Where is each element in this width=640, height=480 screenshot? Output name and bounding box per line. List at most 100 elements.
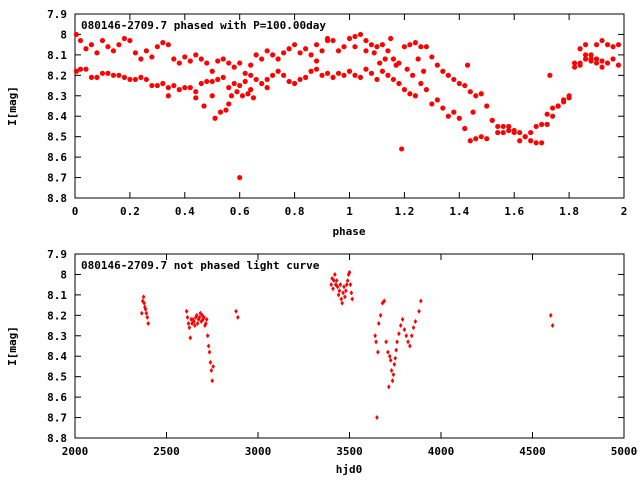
data-point: [470, 109, 476, 115]
x-tick-label: 0: [72, 205, 79, 218]
data-point: [194, 312, 199, 318]
y-tick-label: 8.4: [47, 110, 67, 123]
data-point: [582, 52, 589, 58]
data-point: [555, 103, 561, 109]
data-point: [245, 91, 251, 97]
data-point: [253, 52, 259, 58]
data-point: [264, 76, 270, 83]
data-point: [368, 70, 375, 76]
chart-title: 080146-2709.7 not phased light curve: [81, 259, 320, 272]
data-point: [413, 318, 418, 324]
data-point: [186, 321, 191, 327]
data-point: [319, 72, 325, 78]
data-point: [500, 129, 506, 136]
data-point: [259, 80, 265, 87]
data-point: [226, 85, 232, 91]
data-point: [99, 70, 106, 76]
data-point: [375, 415, 379, 421]
data-point: [467, 89, 473, 95]
data-point: [336, 292, 341, 298]
data-point: [201, 103, 207, 109]
data-point: [237, 82, 243, 89]
x-tick-label: 0.2: [120, 205, 140, 218]
data-point: [599, 64, 605, 70]
x-tick-label: 5000: [611, 445, 638, 458]
data-point: [610, 44, 616, 50]
y-tick-label: 8.7: [47, 412, 67, 425]
data-point: [363, 48, 369, 54]
data-point: [105, 70, 111, 76]
data-point: [187, 325, 192, 331]
data-point: [412, 40, 418, 46]
data-point: [193, 89, 199, 95]
data-point: [171, 56, 177, 62]
data-point: [182, 54, 188, 60]
data-point: [210, 378, 215, 384]
data-point: [571, 60, 578, 66]
data-point: [143, 306, 148, 312]
data-point: [400, 316, 405, 322]
data-point: [347, 269, 352, 275]
data-point: [192, 318, 196, 324]
data-point: [264, 48, 270, 54]
x-tick-label: 1.6: [504, 205, 524, 218]
data-point: [248, 62, 254, 68]
data-point: [217, 109, 224, 115]
data-point: [445, 113, 451, 119]
data-point: [473, 136, 479, 142]
data-point: [116, 42, 122, 48]
data-point: [544, 121, 550, 127]
data-point: [434, 97, 440, 103]
data-point: [344, 288, 348, 294]
data-point: [374, 76, 380, 83]
data-point: [387, 353, 392, 359]
data-point: [423, 87, 429, 93]
data-point: [346, 68, 353, 74]
data-point: [495, 123, 501, 130]
data-point: [193, 95, 199, 101]
data-point: [398, 323, 403, 329]
data-point: [270, 72, 276, 78]
data-point: [215, 76, 221, 83]
y-tick-label: 8.6: [47, 151, 67, 164]
data-point: [462, 125, 468, 132]
data-point: [324, 70, 331, 76]
data-point: [588, 52, 594, 58]
data-point: [182, 85, 188, 91]
data-point: [374, 339, 378, 345]
data-point: [165, 93, 171, 99]
data-point: [517, 138, 523, 144]
data-point: [506, 123, 512, 130]
data-point: [146, 321, 150, 327]
data-point: [445, 72, 451, 78]
data-point: [566, 93, 572, 99]
data-point: [386, 349, 390, 355]
data-point: [533, 140, 539, 146]
data-point: [371, 50, 377, 56]
data-point: [404, 333, 409, 339]
data-point: [473, 93, 479, 99]
data-point: [604, 42, 611, 48]
y-tick-label: 7.9: [47, 248, 67, 261]
data-point: [193, 52, 199, 58]
data-point: [599, 58, 605, 64]
data-point: [138, 56, 144, 62]
data-point: [308, 52, 314, 58]
data-point: [406, 339, 410, 345]
data-point: [517, 129, 523, 136]
data-point: [550, 113, 556, 119]
data-point: [489, 117, 495, 123]
data-point: [440, 68, 446, 74]
chart-title: 080146-2709.7 phased with P=100.00day: [81, 19, 326, 32]
data-point: [464, 62, 471, 68]
data-point: [615, 62, 622, 68]
data-point: [127, 37, 133, 44]
data-point: [363, 37, 369, 44]
data-point: [384, 339, 388, 345]
data-point: [73, 68, 79, 74]
data-point: [88, 74, 95, 80]
data-point: [286, 78, 292, 85]
data-points: [139, 269, 555, 421]
data-point: [409, 333, 414, 339]
phased-light-curve-panel: 080146-2709.7 phased with P=100.00day ph…: [6, 8, 627, 238]
